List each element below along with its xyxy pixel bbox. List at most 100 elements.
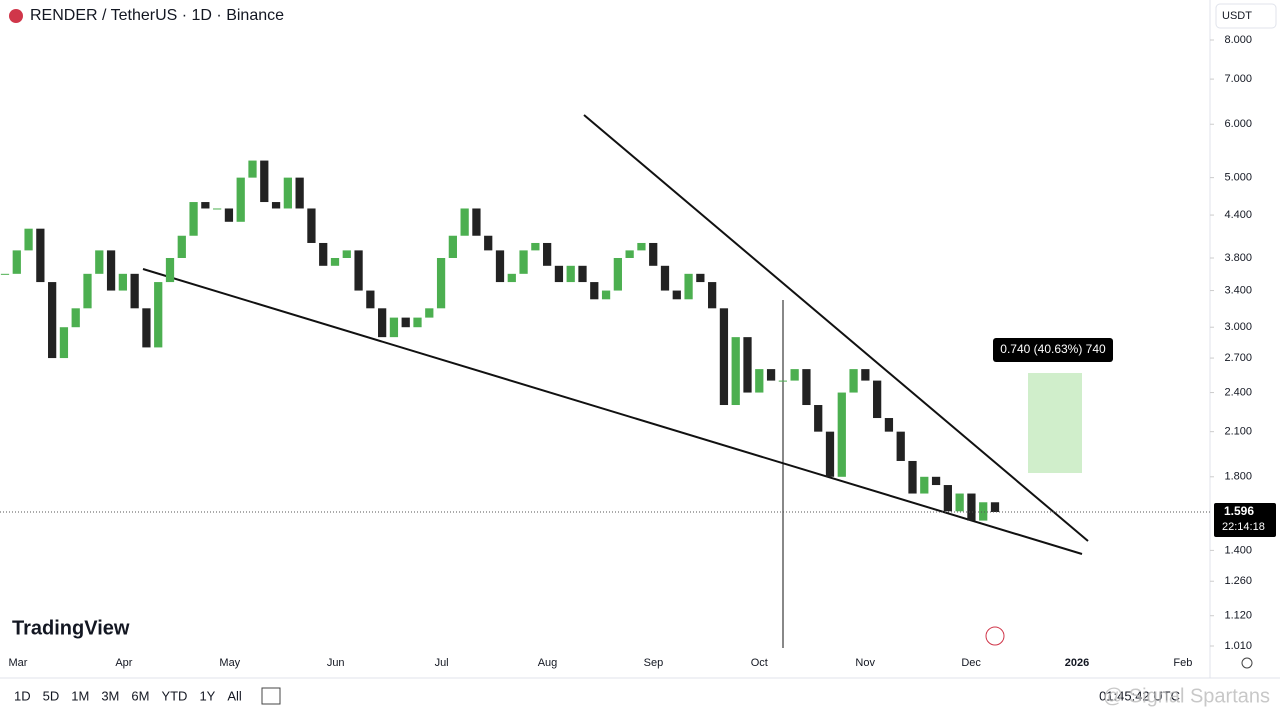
x-tick-label: Jul (435, 657, 449, 669)
y-tick-label: 7.000 (1224, 73, 1252, 85)
timeframe-button[interactable]: 6M (131, 688, 149, 703)
candle (0, 273, 10, 275)
candle (177, 235, 186, 258)
candle (743, 337, 752, 393)
x-tick-label: Jun (327, 657, 345, 669)
currency-select[interactable] (1215, 3, 1277, 29)
x-tick-label: Mar (9, 657, 28, 669)
x-tick-label: Oct (751, 657, 768, 669)
y-tick-label: 6.000 (1224, 118, 1252, 130)
candle (755, 369, 764, 393)
candle (554, 265, 564, 283)
countdown: 22:14:18 (1222, 521, 1265, 533)
x-tick-label: May (219, 657, 240, 669)
x-tick-label: Dec (961, 657, 981, 669)
candle (106, 250, 116, 291)
candle (95, 250, 104, 274)
x-tick-label: Sep (644, 657, 664, 669)
candle (472, 208, 481, 236)
measure-label: 0.740 (40.63%) 740 (1000, 342, 1106, 356)
last-price: 1.596 (1224, 504, 1254, 518)
candle (578, 265, 587, 283)
candle (990, 502, 1000, 513)
watermark: @ Signal Spartans (1103, 685, 1270, 707)
candle (931, 476, 941, 486)
candle (319, 242, 328, 266)
candle (790, 369, 799, 381)
candle (802, 369, 811, 406)
currency: USDT (1222, 10, 1252, 22)
timeframe-button[interactable]: 1M (71, 688, 89, 703)
candle (825, 431, 835, 477)
y-tick-label: 5.000 (1224, 172, 1252, 184)
candle (649, 242, 658, 266)
timeframe-button[interactable]: 1Y (199, 688, 215, 703)
candle (849, 369, 858, 393)
y-tick-label: 4.400 (1224, 209, 1252, 221)
candle (389, 317, 399, 338)
candle (307, 208, 316, 243)
candles (0, 160, 1000, 521)
candle (896, 431, 905, 461)
candle (83, 273, 92, 309)
timeframe-button[interactable]: 3M (101, 688, 119, 703)
candle (590, 282, 599, 300)
target-box (1028, 373, 1082, 473)
timeframe-button[interactable]: All (227, 688, 242, 703)
y-tick-label: 3.800 (1224, 252, 1252, 264)
candle (837, 392, 846, 477)
candle (967, 493, 976, 521)
candle (861, 369, 870, 381)
x-tick-label: Apr (115, 657, 132, 669)
candle (684, 273, 693, 300)
candle (36, 228, 45, 283)
y-tick-label: 3.400 (1224, 284, 1252, 296)
candle (814, 405, 823, 432)
candle (908, 460, 917, 494)
y-tick-label: 8.000 (1224, 34, 1252, 46)
flash-icon[interactable] (985, 626, 1005, 646)
timeframe-button[interactable]: YTD (161, 688, 187, 703)
candle (59, 327, 69, 359)
candle (955, 493, 964, 512)
candle (519, 250, 528, 274)
candle (165, 257, 175, 283)
candle (507, 273, 516, 283)
candle (342, 250, 351, 258)
candle (366, 290, 375, 309)
candle (543, 242, 552, 266)
candle (460, 208, 469, 236)
candle (495, 250, 505, 283)
candle (213, 208, 222, 210)
candle (354, 250, 363, 291)
candle (330, 257, 340, 266)
y-tick-label: 1.120 (1224, 610, 1252, 622)
candle (48, 282, 57, 359)
x-tick-label: Aug (538, 657, 558, 669)
timeframe-button[interactable]: 1D (14, 688, 31, 703)
candle (378, 308, 387, 338)
candle (625, 250, 634, 258)
candle (660, 265, 670, 291)
candle (719, 308, 729, 406)
timeframe-button[interactable]: 5D (43, 688, 60, 703)
candle (401, 317, 410, 328)
candle (920, 476, 929, 494)
x-tick-label: Feb (1173, 657, 1192, 669)
date-range-icon[interactable] (261, 687, 281, 705)
candle (189, 202, 198, 236)
x-tick-label: 2026 (1065, 657, 1089, 669)
candle (601, 290, 611, 300)
clock: 01:45:42 UTC (1099, 688, 1180, 703)
candle (142, 308, 151, 348)
candle (943, 485, 952, 512)
candle (248, 160, 257, 178)
y-tick-label: 2.400 (1224, 386, 1252, 398)
last-price-box (1214, 503, 1276, 538)
candle (24, 228, 33, 251)
settings-icon[interactable] (1241, 657, 1253, 669)
y-tick-label: 2.700 (1224, 352, 1252, 364)
candle (425, 308, 434, 318)
candle (71, 308, 80, 328)
